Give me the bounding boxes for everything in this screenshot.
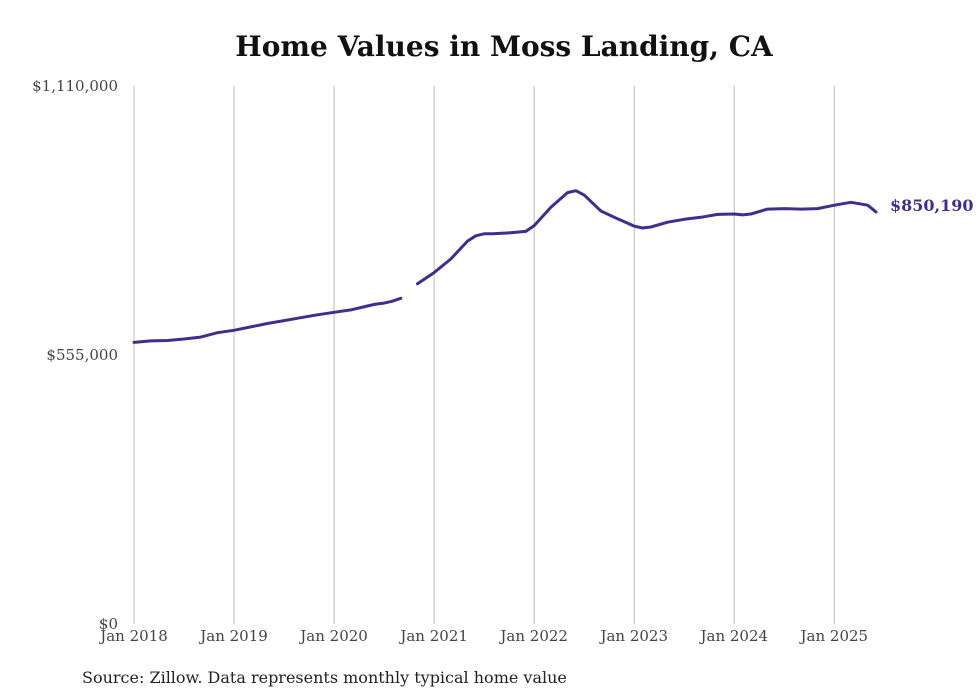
- chart-title: Home Values in Moss Landing, CA: [235, 30, 773, 63]
- series-line-segment: [416, 189, 878, 286]
- source-note: Source: Zillow. Data represents monthly …: [82, 668, 567, 687]
- value-series: [132, 189, 878, 344]
- x-tick-label: Jan 2018: [98, 627, 168, 645]
- x-tick-label: Jan 2021: [398, 627, 468, 645]
- y-tick-label: $0: [99, 615, 118, 633]
- x-tick-label: Jan 2025: [799, 627, 869, 645]
- grid-lines: [133, 86, 835, 624]
- x-tick-label: Jan 2024: [698, 627, 768, 645]
- x-tick-label: Jan 2019: [198, 627, 268, 645]
- end-label-group: $850,190: [890, 196, 974, 215]
- y-tick-label: $1,110,000: [32, 77, 118, 95]
- y-tick-label: $555,000: [46, 346, 118, 364]
- x-tick-label: Jan 2020: [298, 627, 368, 645]
- y-axis-ticks: $0 $555,000 $1,110,000: [32, 77, 118, 633]
- x-axis-ticks: Jan 2018 Jan 2019 Jan 2020 Jan 2021 Jan 2022…: [98, 627, 868, 645]
- series-line-segment: [132, 296, 403, 344]
- x-tick-label: Jan 2022: [498, 627, 568, 645]
- end-value-label: $850,190: [890, 196, 974, 215]
- x-tick-label: Jan 2023: [598, 627, 668, 645]
